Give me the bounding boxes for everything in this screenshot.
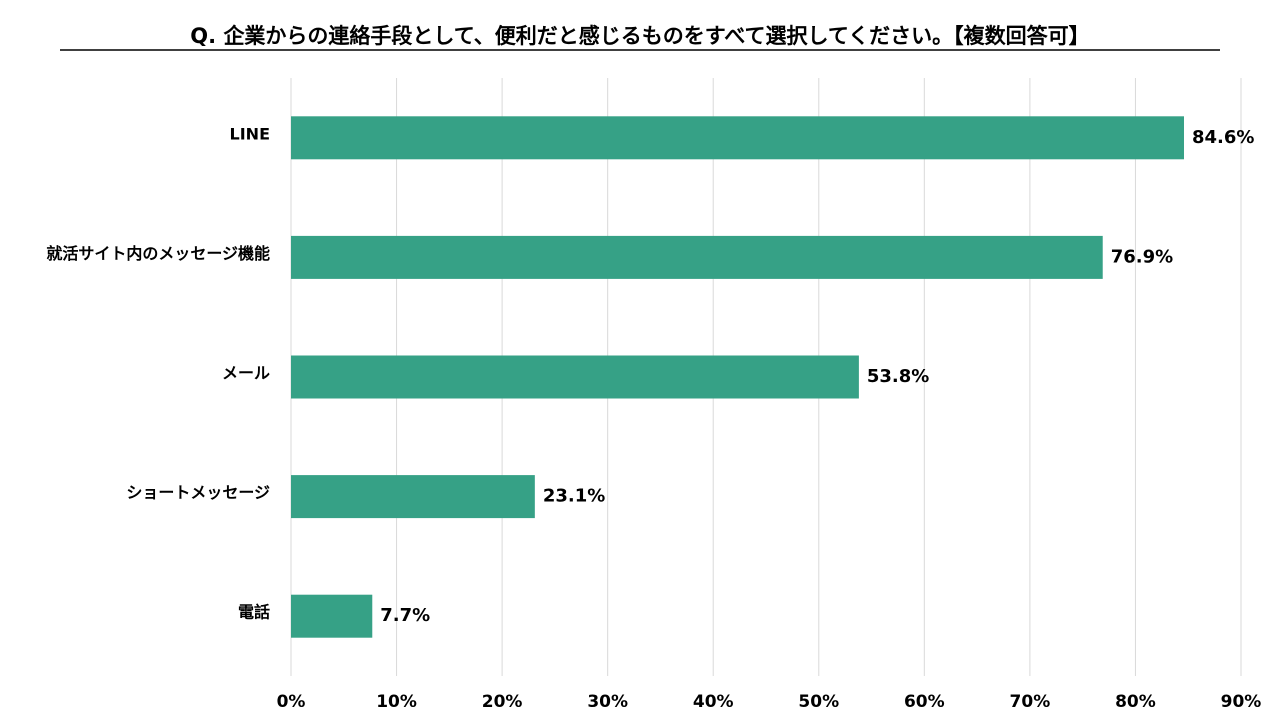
value-label: 76.9% [1111,246,1173,267]
y-tick-label: 電話 [238,603,270,622]
value-label: 53.8% [867,366,929,387]
value-label: 23.1% [543,486,605,507]
y-tick-label: LINE [230,124,270,143]
x-tick-label: 40% [693,692,734,712]
bar [291,594,373,638]
value-label: 84.6% [1192,127,1254,148]
y-tick-label: ショートメッセージ [126,483,270,502]
bar [291,116,1184,160]
x-tick-label: 80% [1115,692,1156,712]
x-tick-label: 10% [376,692,417,712]
x-tick-label: 90% [1221,692,1262,712]
x-tick-label: 60% [904,692,945,712]
y-tick-label: メール [222,364,270,383]
x-tick-label: 20% [482,692,523,712]
x-tick-label: 70% [1010,692,1051,712]
bar [291,355,859,399]
bar [291,235,1103,279]
value-label: 7.7% [380,605,430,626]
x-tick-label: 0% [277,692,306,712]
bar [291,475,535,519]
x-tick-label: 30% [587,692,628,712]
chart-title: Q. 企業からの連絡手段として、便利だと感じるものをすべて選択してください。【複… [190,24,1089,48]
y-tick-label: 就活サイト内のメッセージ機能 [46,244,270,263]
x-tick-label: 50% [798,692,839,712]
